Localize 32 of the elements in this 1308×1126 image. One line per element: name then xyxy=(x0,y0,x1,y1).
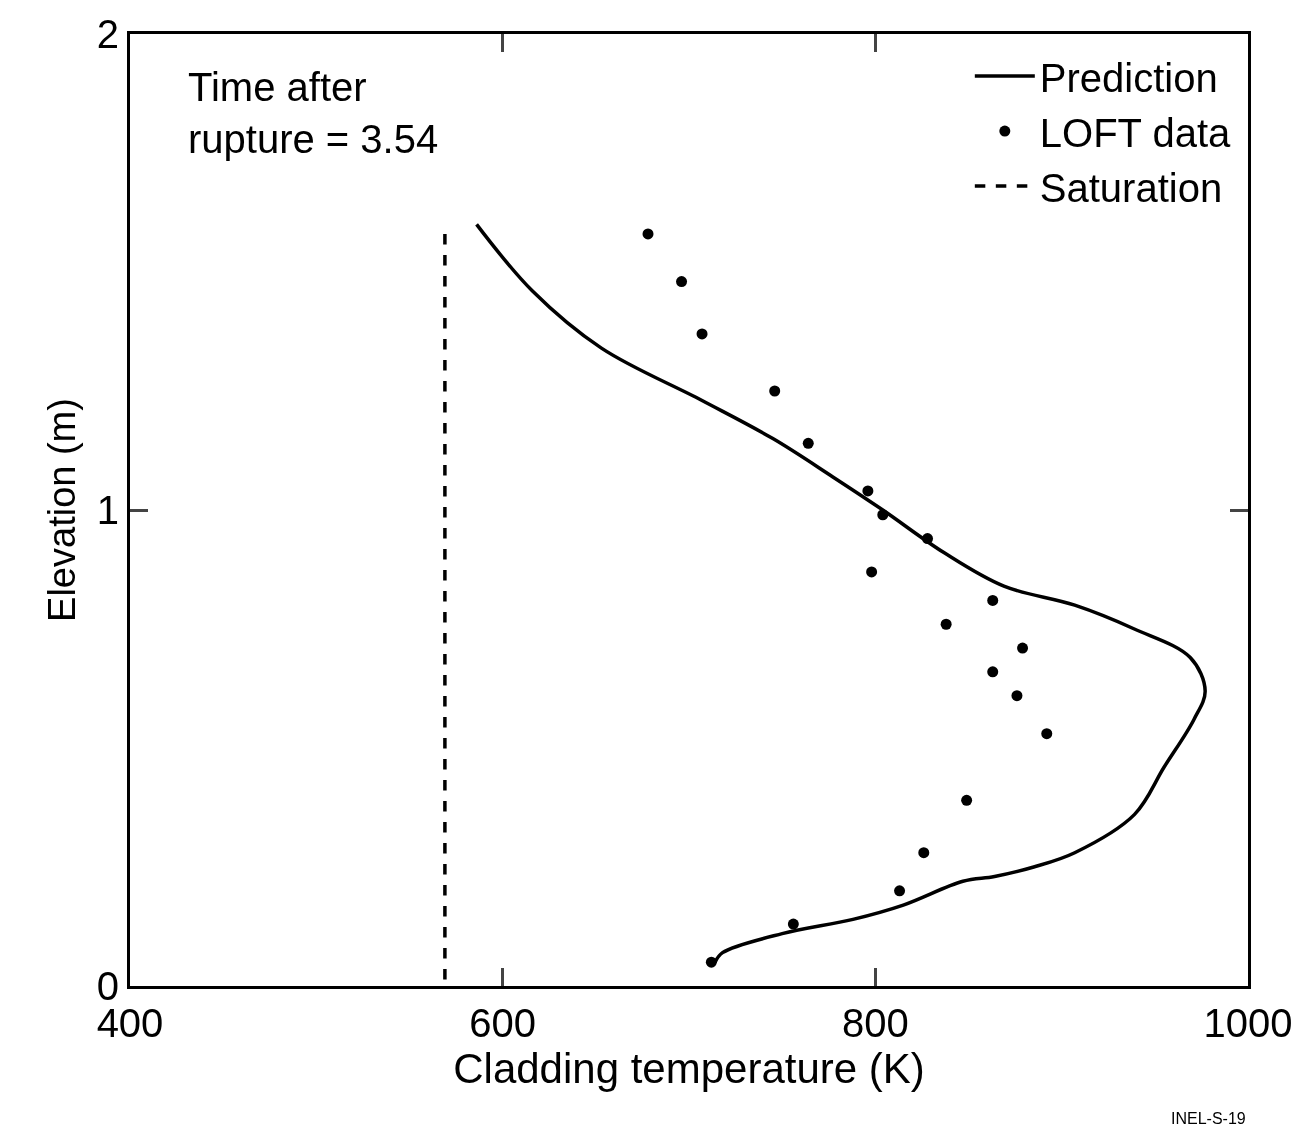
point xyxy=(676,276,688,288)
point xyxy=(1017,642,1029,654)
x-tick-label: 800 xyxy=(841,1001,909,1045)
x-tick-label: 600 xyxy=(469,1001,537,1045)
y-tick-label: 1 xyxy=(96,488,119,532)
point xyxy=(862,485,874,497)
x-tick-label: 1000 xyxy=(1203,1001,1293,1045)
point xyxy=(787,918,799,930)
point xyxy=(866,566,878,578)
point xyxy=(769,385,781,397)
y-tick-label: 2 xyxy=(96,12,119,56)
point xyxy=(696,328,708,340)
y-axis-title: Elevation (m) xyxy=(40,398,83,622)
point xyxy=(987,666,999,678)
point xyxy=(894,885,906,897)
point xyxy=(1041,728,1053,740)
point xyxy=(961,794,973,806)
legend-label: Saturation xyxy=(1039,165,1223,210)
point xyxy=(642,228,654,240)
point xyxy=(802,437,814,449)
point xyxy=(1011,690,1023,702)
point xyxy=(877,509,889,521)
point xyxy=(987,594,999,606)
point xyxy=(940,618,952,630)
annotation: Time after rupture = 3.54 xyxy=(188,65,439,161)
x-axis-title: Cladding temperature (K) xyxy=(453,1045,925,1092)
point xyxy=(705,956,717,968)
legend-label: LOFT data xyxy=(1039,110,1232,155)
point xyxy=(922,533,934,545)
legend-label: Prediction xyxy=(1039,55,1218,100)
text: INEL-S-19 xyxy=(1171,1110,1246,1126)
point xyxy=(918,847,930,859)
